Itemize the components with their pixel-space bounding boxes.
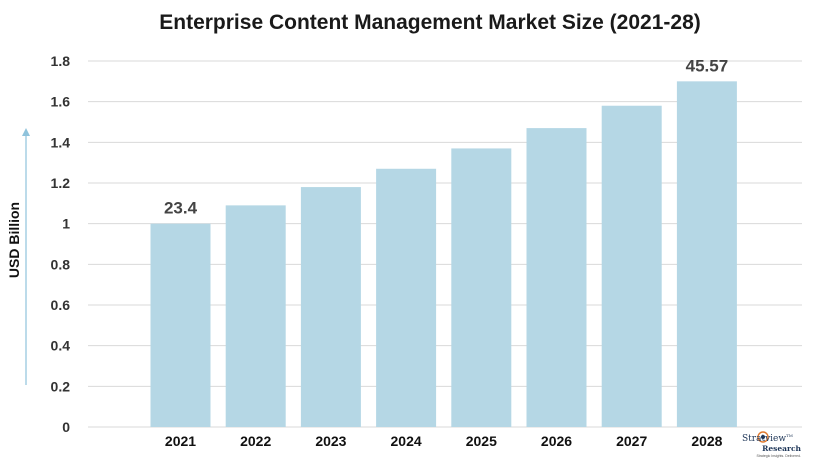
- y-tick-labels: 0 0.2 0.4 0.6 0.8 1 1.2 1.4 1.6 1.8: [51, 53, 71, 435]
- x-tick-label: 2022: [240, 433, 271, 449]
- logo-name: Stratview: [742, 434, 786, 444]
- y-tick-label: 0.2: [51, 378, 71, 394]
- stratview-logo: StratviewTM Research Strategic Insights.…: [742, 431, 802, 458]
- y-tick-label: 0.4: [51, 338, 71, 354]
- y-tick-label: 1: [62, 216, 70, 232]
- logo-sub: Research: [762, 444, 801, 453]
- x-tick-label: 2028: [691, 433, 722, 449]
- logo-name-text: StratviewTM: [742, 433, 793, 444]
- y-axis-label-group: USD Billion: [6, 128, 30, 385]
- data-label-2021: 23.4: [164, 199, 198, 218]
- y-tick-label: 1.8: [51, 53, 71, 69]
- data-label-2028: 45.57: [686, 56, 729, 75]
- logo-eye-pupil: [761, 435, 765, 439]
- x-tick-label: 2024: [391, 433, 422, 449]
- bar-2022: [225, 205, 286, 427]
- x-tick-labels: 2021 2022 2023 2024 2025 2026 2027 2028: [165, 433, 723, 449]
- x-tick-label: 2026: [541, 433, 572, 449]
- chart-title: Enterprise Content Management Market Siz…: [159, 11, 701, 34]
- bar-2025: [451, 148, 512, 427]
- x-tick-label: 2025: [466, 433, 497, 449]
- bar-2024: [376, 168, 437, 427]
- bar-2027: [601, 105, 662, 427]
- y-tick-label: 1.4: [51, 134, 71, 150]
- y-axis-label: USD Billion: [6, 202, 22, 278]
- bar-2023: [300, 187, 361, 427]
- y-tick-label: 1.2: [51, 175, 71, 191]
- bar-2021: [150, 223, 211, 427]
- data-labels: 23.4 45.57: [164, 56, 728, 217]
- y-axis-arrow-head: [22, 128, 30, 136]
- bar-2026: [526, 128, 587, 427]
- x-tick-label: 2027: [616, 433, 647, 449]
- y-tick-label: 0.8: [51, 256, 71, 272]
- logo-trademark: TM: [786, 433, 793, 438]
- y-tick-label: 1.6: [51, 94, 71, 110]
- x-tick-label: 2021: [165, 433, 196, 449]
- bar-series: [150, 81, 737, 427]
- y-tick-label: 0.6: [51, 297, 71, 313]
- x-tick-label: 2023: [315, 433, 346, 449]
- y-tick-label: 0: [62, 419, 70, 435]
- logo-tagline: Strategic Insights. Delivered.: [756, 454, 801, 458]
- bar-2028: [676, 81, 737, 427]
- logo-eye-icon: [757, 431, 769, 443]
